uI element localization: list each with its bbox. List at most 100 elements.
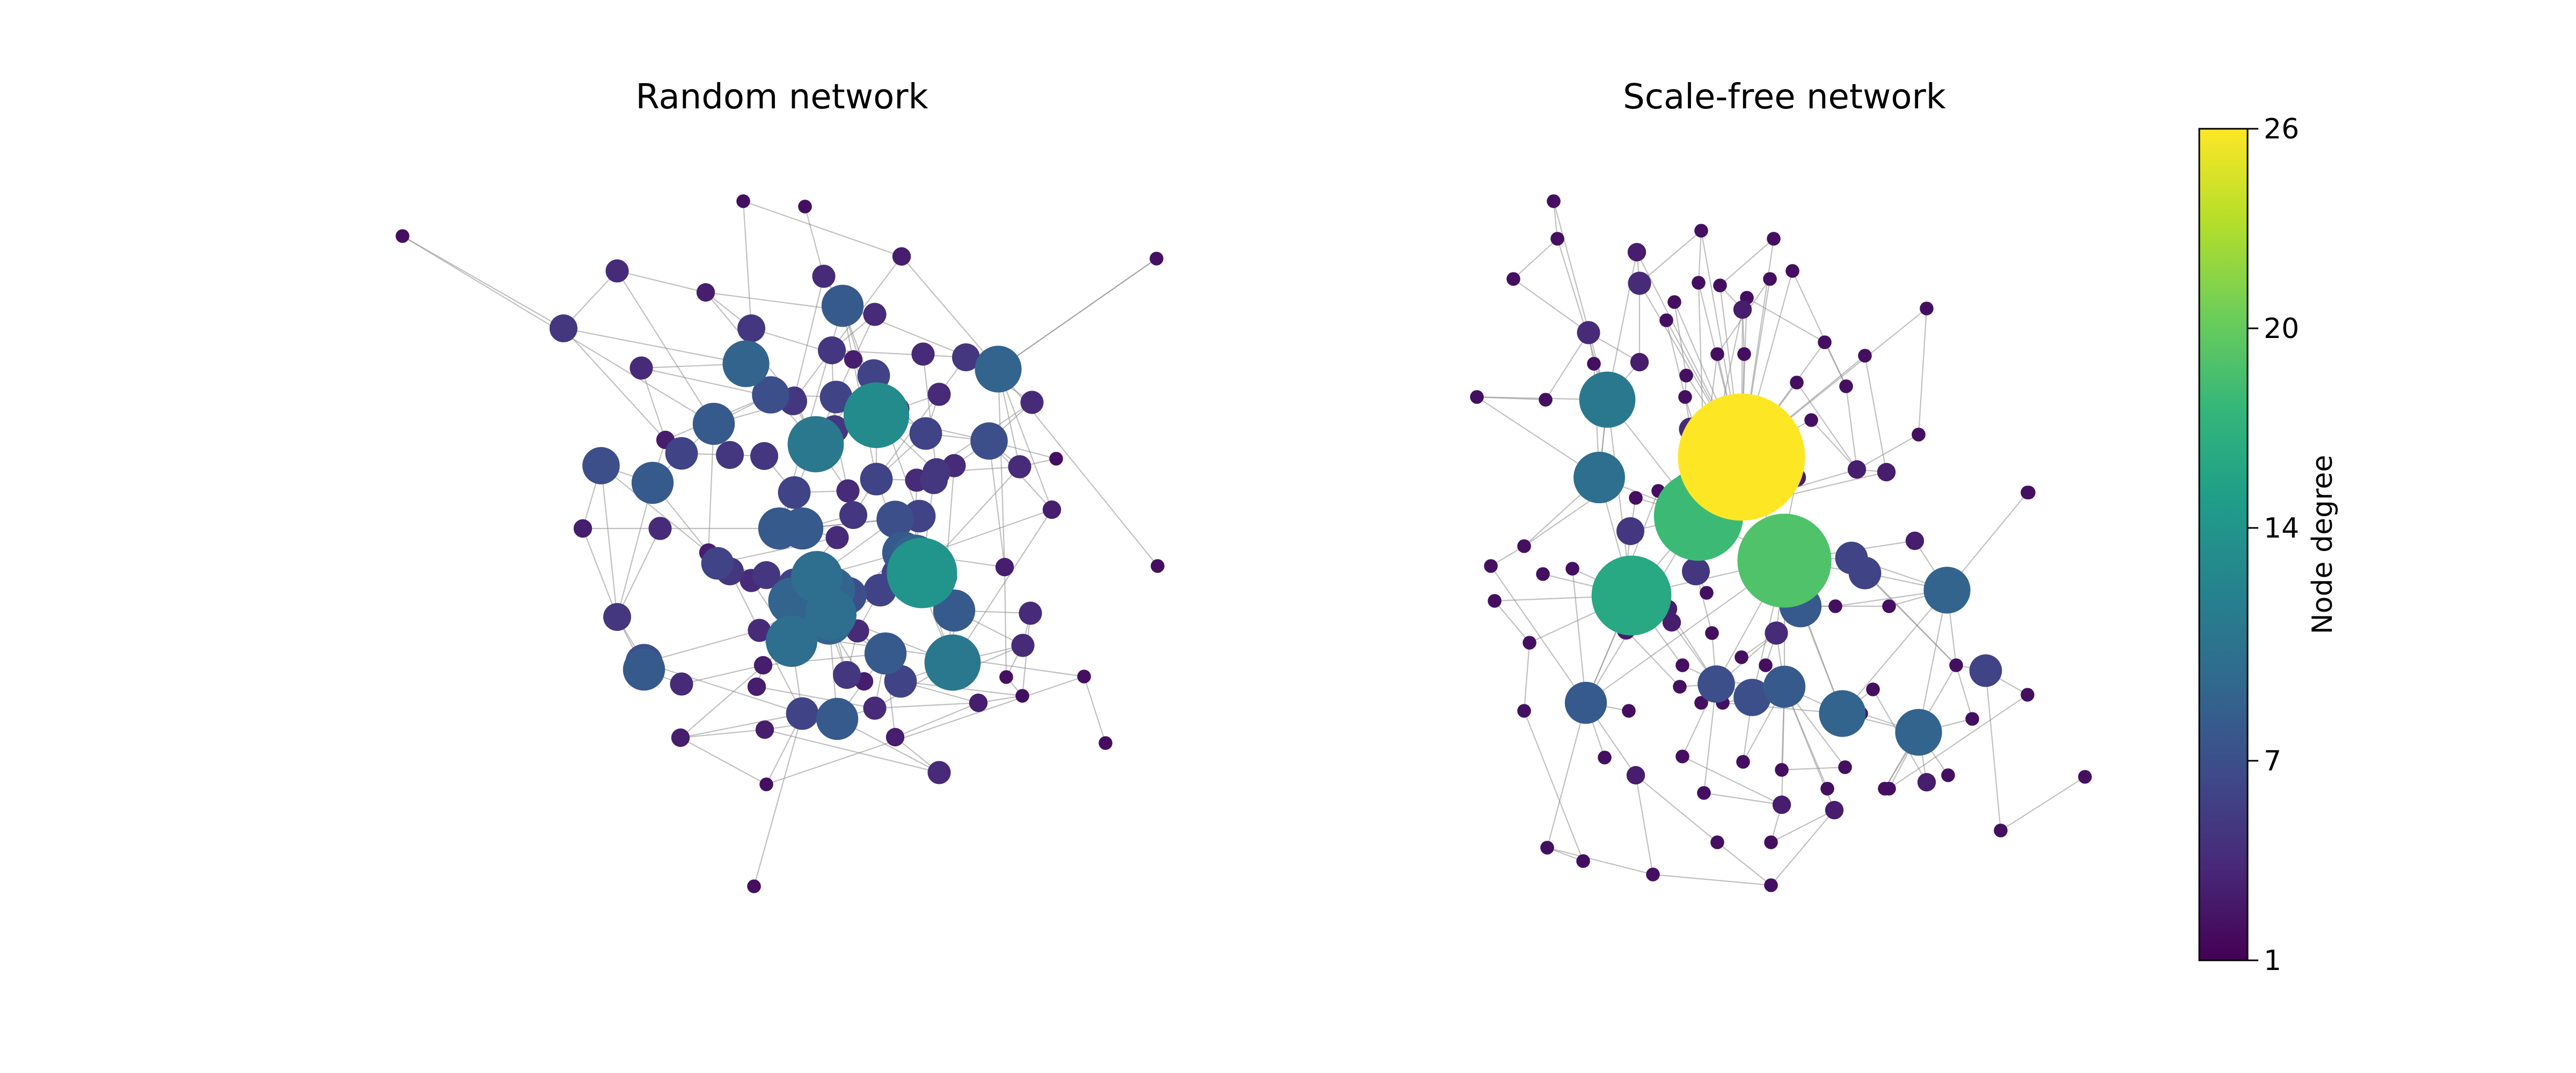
network-node (1705, 626, 1719, 640)
network-node (1506, 272, 1520, 286)
network-node (927, 383, 951, 406)
network-edge (742, 201, 752, 329)
network-node (1579, 371, 1636, 428)
network-node (1710, 347, 1724, 361)
network-node (825, 526, 849, 549)
network-edge (1856, 434, 1919, 470)
random-network-graph (396, 194, 1165, 893)
network-node (778, 476, 811, 509)
network-node (1629, 491, 1643, 505)
network-node (1858, 349, 1872, 363)
network-edge (1918, 590, 1948, 733)
network-node (1882, 599, 1896, 613)
colorbar-ticks: 1 7 14 20 26 (2248, 113, 2299, 977)
network-node (1735, 650, 1748, 664)
network-node (1628, 271, 1651, 295)
network-node (1941, 768, 1955, 782)
network-node (1905, 531, 1924, 550)
network-node (1692, 276, 1706, 290)
network-node (759, 777, 773, 791)
network-edge (895, 702, 979, 738)
network-node (844, 350, 863, 369)
network-node (631, 461, 674, 504)
network-edge (997, 369, 1053, 510)
network-edge (1864, 355, 1887, 473)
network-node (623, 648, 665, 691)
network-node (701, 547, 734, 580)
network-node (1627, 242, 1646, 262)
network-node (630, 356, 653, 380)
network-edge (1553, 201, 1608, 400)
network-node (753, 656, 773, 675)
network-node (1150, 252, 1163, 266)
network-node (863, 696, 887, 720)
network-node (1923, 567, 1971, 614)
network-node (1733, 679, 1771, 716)
network-edge (1824, 342, 1847, 387)
network-node (748, 619, 771, 642)
network-edge (643, 662, 803, 715)
network-node (1662, 613, 1681, 632)
network-node (1646, 868, 1660, 881)
network-node (582, 447, 620, 484)
network-node (920, 466, 948, 494)
network-node (1517, 539, 1531, 553)
network-edge (617, 270, 714, 424)
network-edge (1545, 332, 1589, 400)
network-edge (1673, 302, 1687, 376)
network-node (766, 615, 817, 667)
network-node (1763, 272, 1777, 286)
network-node (786, 697, 819, 730)
network-node (1678, 390, 1692, 404)
network-node (1847, 460, 1867, 479)
network-node (1550, 232, 1564, 246)
network-node (1736, 755, 1750, 769)
network-node (1825, 800, 1844, 820)
network-node (1819, 690, 1866, 737)
network-node (1785, 264, 1799, 278)
network-node (1765, 621, 1788, 645)
network-node (812, 264, 836, 288)
network-edge (1513, 238, 1558, 280)
network-node (864, 632, 907, 675)
network-node (863, 303, 887, 326)
network-node (1818, 335, 1832, 349)
network-node (1790, 376, 1804, 389)
network-node (787, 416, 844, 473)
network-edge (1523, 642, 1531, 711)
network-node (1536, 567, 1550, 581)
network-node (819, 380, 853, 414)
network-edge (617, 270, 706, 293)
network-node (1484, 559, 1498, 573)
network-node (911, 342, 935, 366)
network-node (885, 727, 905, 747)
network-node (1673, 680, 1687, 694)
network-node (1882, 782, 1896, 796)
network-node (605, 259, 629, 283)
network-node (1949, 658, 1963, 672)
network-node (1008, 455, 1031, 479)
network-node (892, 247, 911, 266)
colorbar-tick-label: 14 (2264, 512, 2299, 545)
network-edge (680, 712, 803, 739)
network-node (692, 402, 735, 445)
network-node (1700, 586, 1714, 600)
network-node (1675, 749, 1689, 763)
network-edge (997, 369, 1006, 568)
network-edge (643, 629, 760, 664)
network-edge (753, 713, 803, 887)
network-node (1042, 500, 1062, 519)
network-edge (901, 256, 999, 370)
network-edge (616, 482, 654, 618)
network-node (836, 479, 860, 503)
network-node (1151, 559, 1165, 573)
network-edge (1845, 386, 1858, 470)
network-node (1759, 658, 1773, 672)
network-node (975, 346, 1022, 393)
network-edge (707, 423, 715, 553)
network-edge (1494, 600, 1530, 643)
network-edge (1796, 382, 1857, 470)
network-node (1598, 751, 1612, 765)
network-edge (1513, 278, 1589, 333)
colorbar: 1 7 14 20 26 Node degree (2198, 113, 2339, 977)
